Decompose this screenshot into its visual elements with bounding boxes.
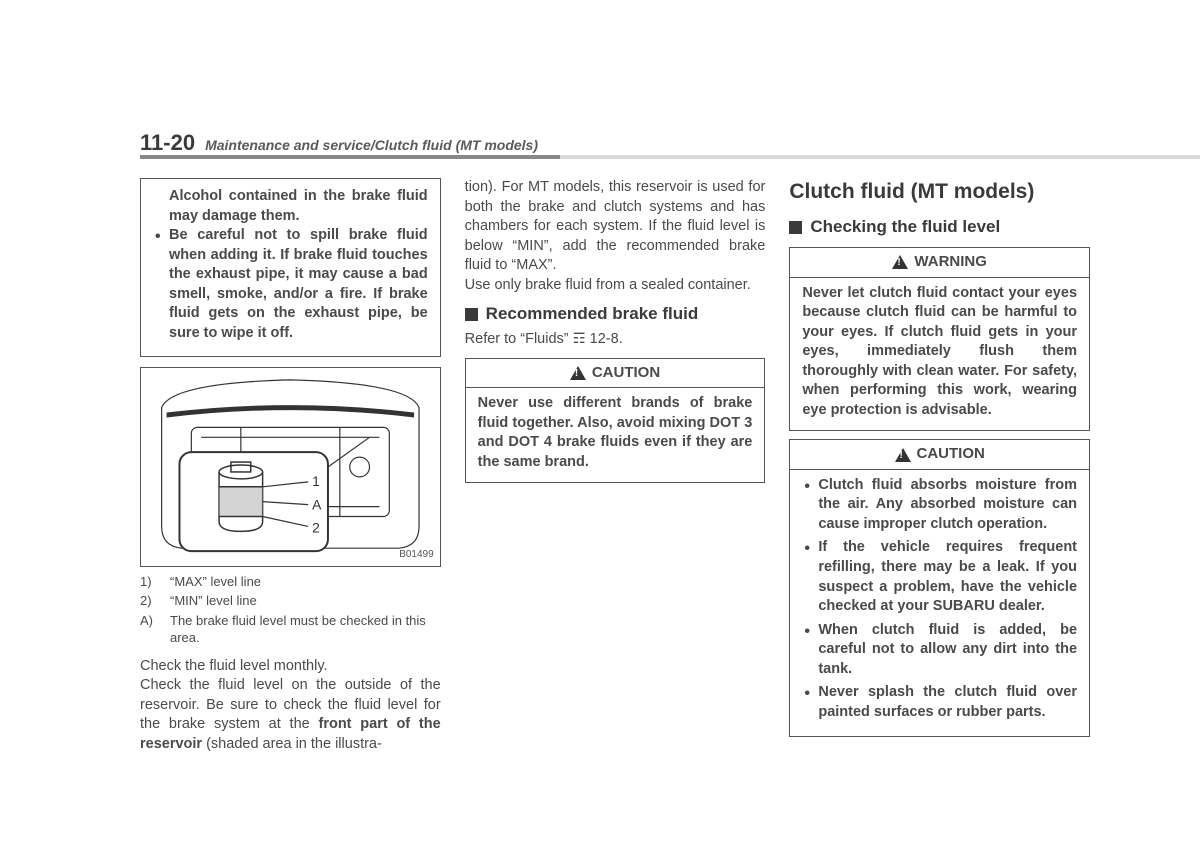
figure-code: B01499 — [399, 548, 433, 562]
legend-row: A) The brake fluid level must be checked… — [140, 612, 441, 647]
page-header: 11-20 Maintenance and service/Clutch flu… — [140, 130, 1200, 156]
content-columns: Alcohol contained in the brake fluid may… — [140, 178, 1090, 803]
breadcrumb: Maintenance and service/Clutch fluid (MT… — [205, 137, 538, 153]
legend-key: 1) — [140, 573, 170, 591]
body-paragraph: tion). For MT models, this reservoir is … — [465, 178, 766, 276]
heading-text: Recommended brake fluid — [486, 303, 699, 326]
legend-text: “MAX” level line — [170, 573, 261, 591]
legend-text: “MIN” level line — [170, 592, 257, 610]
notice-header: CAUTION — [466, 359, 765, 388]
manual-page: 11-20 Maintenance and service/Clutch flu… — [0, 0, 1200, 863]
notice-header: CAUTION — [790, 440, 1089, 469]
caution-notice: CAUTION Never use different brands of br… — [465, 358, 766, 484]
legend-text: The brake fluid level must be checked in… — [170, 612, 441, 647]
figure-legend: 1) “MAX” level line 2) “MIN” level line … — [140, 573, 441, 647]
figure-label-2: 2 — [312, 519, 320, 535]
engine-bay-figure: 1 A 2 B01499 — [140, 367, 441, 567]
notice-body: Never let clutch fluid contact your eyes… — [790, 278, 1089, 431]
heading-text: Checking the fluid level — [810, 216, 1000, 239]
body-paragraph: Use only brake fluid from a sealed conta… — [465, 276, 766, 296]
legend-key: 2) — [140, 592, 170, 610]
header-rule — [140, 155, 1200, 159]
section-title: Clutch fluid (MT models) — [789, 178, 1090, 206]
caution-notice: CAUTION Clutch fluid absorbs moisture fr… — [789, 439, 1090, 737]
box-bullet: Be careful not to spill brake fluid when… — [153, 226, 428, 343]
warning-notice: WARNING Never let clutch fluid contact y… — [789, 247, 1090, 431]
notice-body: Never use different brands of brake flui… — [466, 388, 765, 482]
legend-row: 1) “MAX” level line — [140, 573, 441, 591]
notice-label: CAUTION — [592, 363, 660, 383]
caution-bullet: If the vehicle requires frequent refilli… — [802, 538, 1077, 616]
caution-bullet: When clutch fluid is added, be careful n… — [802, 621, 1077, 680]
column-1: Alcohol contained in the brake fluid may… — [140, 178, 441, 803]
section-heading: Recommended brake fluid — [465, 303, 766, 326]
page-number: 11-20 — [140, 130, 195, 156]
notice-label: WARNING — [914, 252, 987, 272]
section-heading: Checking the fluid level — [789, 216, 1090, 239]
body-paragraph: Check the fluid level on the outside of … — [140, 676, 441, 754]
caution-bullet: Clutch fluid absorbs moisture from the a… — [802, 476, 1077, 535]
warning-triangle-icon — [570, 366, 586, 380]
cross-reference: Refer to “Fluids” ☶ 12-8. — [465, 330, 766, 350]
legend-key: A) — [140, 612, 170, 647]
figure-label-1: 1 — [312, 472, 320, 488]
column-3: Clutch fluid (MT models) Checking the fl… — [789, 178, 1090, 803]
column-2: tion). For MT models, this reservoir is … — [465, 178, 766, 803]
notice-header: WARNING — [790, 248, 1089, 277]
text-run: (shaded area in the illustra- — [202, 736, 382, 752]
engine-illustration: 1 A 2 — [141, 368, 440, 566]
box-paragraph: Alcohol contained in the brake fluid may… — [153, 187, 428, 226]
caution-bullet: Never splash the clutch fluid over paint… — [802, 683, 1077, 722]
caution-box-continued: Alcohol contained in the brake fluid may… — [140, 178, 441, 357]
notice-label: CAUTION — [917, 444, 985, 464]
body-paragraph: Check the fluid level monthly. — [140, 657, 441, 677]
warning-triangle-icon — [892, 255, 908, 269]
legend-row: 2) “MIN” level line — [140, 592, 441, 610]
warning-triangle-icon — [895, 448, 911, 462]
notice-body: Clutch fluid absorbs moisture from the a… — [790, 470, 1089, 737]
figure-label-a: A — [312, 496, 322, 512]
